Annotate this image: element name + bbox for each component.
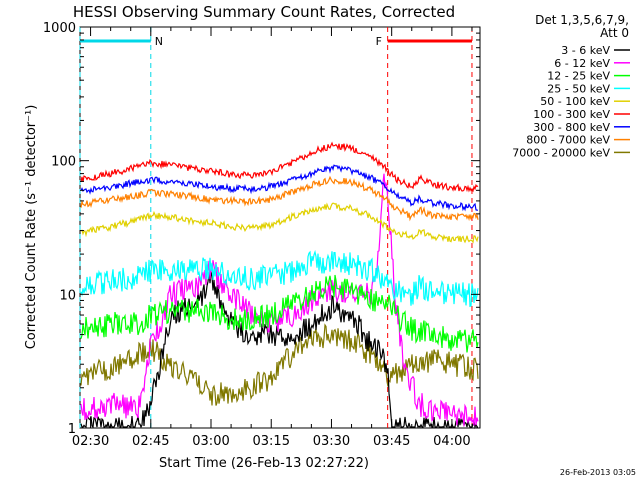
series-layer xyxy=(80,141,479,430)
series-line xyxy=(80,249,479,308)
series-line xyxy=(80,274,479,353)
marker-label: N xyxy=(155,35,163,48)
y-axis-label: Corrected Count Rate (s⁻¹ detector⁻¹) xyxy=(24,105,39,350)
y-tick-label: 1 xyxy=(68,422,76,437)
axes: 02:30 02:45 03:00 03:15 03:30 03:45 04:00 1 10 10… xyxy=(43,21,480,449)
footer-timestamp: 26-Feb-2013 03:05 xyxy=(560,468,636,477)
legend-entry-label: 3 - 6 keV xyxy=(561,44,610,57)
legend-entry-label: 6 - 12 keV xyxy=(554,57,610,70)
y-tick-label: 100 xyxy=(51,155,76,170)
series-line xyxy=(80,323,479,406)
y-tick-label: 1000 xyxy=(43,21,76,36)
legend-header-line2: Att 0 xyxy=(600,26,629,40)
series-line xyxy=(80,202,479,244)
series-line xyxy=(80,175,479,222)
legend-entry-label: 12 - 25 keV xyxy=(547,70,610,83)
x-tick-label: 03:45 xyxy=(373,434,410,449)
chart-title: HESSI Observing Summary Count Rates, Cor… xyxy=(73,3,455,21)
plot-frame xyxy=(79,26,481,429)
plot-area xyxy=(79,26,481,429)
legend-entry-label: 50 - 100 keV xyxy=(540,95,610,108)
legend-header-line1: Det 1,3,5,6,7,9, xyxy=(535,13,629,27)
x-tick-label: 02:30 xyxy=(72,434,109,449)
legend-entry-label: 800 - 7000 keV xyxy=(526,134,610,147)
legend-entry-label: 25 - 50 keV xyxy=(547,82,610,95)
legend-entry-label: 7000 - 20000 keV xyxy=(512,146,610,159)
x-tick-label: 03:00 xyxy=(192,434,229,449)
series-line xyxy=(80,164,479,212)
legend-entry-label: 300 - 800 keV xyxy=(533,121,610,134)
y-tick-label: 10 xyxy=(59,288,76,303)
x-tick-label: 02:45 xyxy=(132,434,169,449)
x-axis-label: Start Time (26-Feb-13 02:27:22) xyxy=(159,456,369,471)
x-tick-label: 03:15 xyxy=(253,434,290,449)
series-line xyxy=(80,173,479,427)
legend-entry-label: 100 - 300 keV xyxy=(533,108,610,121)
series-line xyxy=(80,141,479,193)
marker-label: F xyxy=(376,35,382,48)
x-tick-label: 04:00 xyxy=(433,434,470,449)
x-tick-label: 03:30 xyxy=(313,434,350,449)
